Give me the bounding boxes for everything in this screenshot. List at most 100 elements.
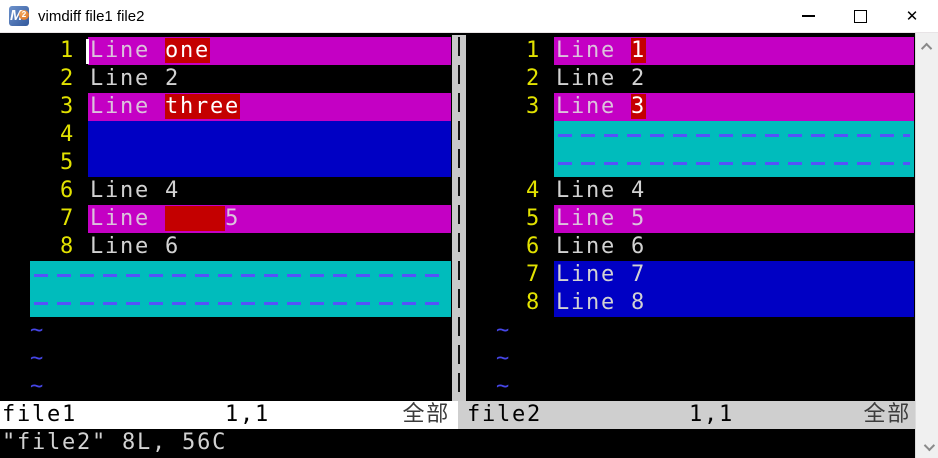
line-number: 2 bbox=[59, 66, 75, 91]
window-controls: ✕ bbox=[782, 0, 938, 32]
line-text: Line 7 bbox=[556, 261, 646, 289]
text-segment: Line 4 bbox=[556, 178, 647, 203]
tilde-marker: ~ bbox=[30, 318, 46, 343]
filler-dashes bbox=[34, 274, 447, 277]
text-segment: Line 5 bbox=[556, 206, 647, 231]
empty-buffer-row: ~ bbox=[466, 317, 915, 345]
statusline-file2: file2 1,1 全部 bbox=[458, 401, 915, 429]
diff-changed-text bbox=[165, 206, 226, 231]
line-number: 1 bbox=[59, 38, 75, 63]
filler-dashes bbox=[558, 134, 910, 137]
line-number: 1 bbox=[525, 38, 541, 63]
line-highlight-bar bbox=[554, 261, 914, 289]
line-highlight-bar bbox=[88, 93, 451, 121]
scrollbar[interactable] bbox=[915, 33, 938, 458]
chevron-up-icon bbox=[920, 42, 932, 55]
diff-filler-row bbox=[0, 289, 452, 317]
terminal: 1 Line one 2 Line 2 3 Line three 4 5 6 Line 4 7 Lin… bbox=[0, 33, 938, 458]
text-segment: 5 bbox=[225, 206, 241, 231]
empty-buffer-row: ~ bbox=[466, 345, 915, 373]
close-button[interactable]: ✕ bbox=[886, 0, 938, 32]
vertical-split-separator bbox=[452, 35, 466, 401]
left-diff-pane[interactable]: 1 Line one 2 Line 2 3 Line three 4 5 6 Line 4 7 Lin… bbox=[0, 33, 452, 401]
window-title: vimdiff file1 file2 bbox=[38, 7, 145, 25]
line-number: 5 bbox=[59, 150, 75, 175]
scrollbar-down-button[interactable] bbox=[916, 437, 938, 457]
text-segment: Line bbox=[556, 38, 632, 63]
line-highlight-bar bbox=[554, 37, 914, 65]
diff-changed-text: three bbox=[165, 94, 241, 119]
line-text: Line 6 bbox=[556, 233, 646, 261]
line-highlight-bar bbox=[554, 205, 914, 233]
diff-changed-text: one bbox=[165, 38, 211, 63]
diff-row: 5 bbox=[0, 149, 452, 177]
minimize-button[interactable] bbox=[782, 0, 834, 32]
right-pane-rows: 1 Line 1 2 Line 2 3 Line 3 4 Line 4 5 Line 5 6 Line… bbox=[466, 37, 915, 401]
line-number: 4 bbox=[525, 178, 541, 203]
filler-dashes bbox=[558, 162, 910, 165]
tilde-marker: ~ bbox=[496, 374, 512, 399]
titlebar: M 2 vimdiff file1 file2 ✕ bbox=[0, 0, 938, 33]
command-line-message: "file2" 8L, 56C bbox=[2, 430, 228, 455]
line-highlight-bar bbox=[88, 37, 451, 65]
diff-row: 2 Line 2 bbox=[466, 65, 915, 93]
left-pane-rows: 1 Line one 2 Line 2 3 Line three 4 5 6 Line 4 7 Lin… bbox=[0, 37, 452, 401]
line-number: 8 bbox=[59, 234, 75, 259]
text-segment: Line bbox=[90, 206, 166, 231]
line-number: 8 bbox=[525, 290, 541, 315]
line-highlight-bar bbox=[88, 149, 451, 177]
statusline-filename: file1 bbox=[2, 402, 78, 427]
filler-dashes bbox=[34, 302, 447, 305]
line-highlight-bar bbox=[554, 93, 914, 121]
line-number: 7 bbox=[525, 262, 541, 287]
minimize-icon bbox=[801, 15, 815, 17]
line-number: 2 bbox=[525, 66, 541, 91]
cursor-caret bbox=[86, 39, 89, 64]
statusline-file1: file1 1,1 全部 bbox=[0, 401, 458, 429]
app-icon-badge: 2 bbox=[19, 10, 29, 20]
line-text: Line 4 bbox=[90, 177, 180, 205]
text-segment: Line 6 bbox=[556, 234, 647, 259]
diff-row: 6 Line 4 bbox=[0, 177, 452, 205]
line-text: Line 8 bbox=[556, 289, 646, 317]
diff-row: 8 Line 6 bbox=[0, 233, 452, 261]
deleted-lines-filler bbox=[30, 261, 451, 289]
close-icon: ✕ bbox=[905, 7, 919, 25]
line-number: 3 bbox=[59, 94, 75, 119]
tilde-marker: ~ bbox=[30, 346, 46, 371]
app-icon: M 2 bbox=[9, 6, 29, 26]
text-segment: Line bbox=[556, 94, 632, 119]
line-text: Line 5 bbox=[90, 205, 240, 233]
diff-row: 1 Line 1 bbox=[466, 37, 915, 65]
line-text: Line 4 bbox=[556, 177, 646, 205]
diff-row: 1 Line one bbox=[0, 37, 452, 65]
scrollbar-up-button[interactable] bbox=[916, 37, 938, 57]
deleted-lines-filler bbox=[30, 289, 451, 317]
line-highlight-bar bbox=[554, 289, 914, 317]
diff-row: 8 Line 8 bbox=[466, 289, 915, 317]
text-segment: Line 2 bbox=[556, 66, 647, 91]
diff-filler-row bbox=[466, 121, 915, 149]
line-highlight-bar bbox=[88, 121, 451, 149]
text-segment: Line 4 bbox=[90, 178, 181, 203]
diff-filler-row bbox=[0, 261, 452, 289]
maximize-icon bbox=[853, 9, 867, 23]
diff-row: 6 Line 6 bbox=[466, 233, 915, 261]
line-highlight-bar bbox=[88, 205, 451, 233]
diff-row: 7 Line 5 bbox=[0, 205, 452, 233]
separator-dashed-line bbox=[458, 37, 460, 401]
statusline-cursor-position: 1,1 bbox=[689, 402, 735, 427]
line-text: Line 2 bbox=[556, 65, 646, 93]
line-text: Line 1 bbox=[556, 37, 647, 65]
text-segment: Line bbox=[90, 38, 166, 63]
maximize-button[interactable] bbox=[834, 0, 886, 32]
right-diff-pane[interactable]: 1 Line 1 2 Line 2 3 Line 3 4 Line 4 5 Line 5 6 Line… bbox=[466, 33, 915, 401]
statusline-scroll-indicator: 全部 bbox=[863, 402, 911, 427]
line-number: 5 bbox=[525, 206, 541, 231]
empty-buffer-row: ~ bbox=[0, 345, 452, 373]
tilde-marker: ~ bbox=[496, 346, 512, 371]
text-segment: Line 7 bbox=[556, 262, 647, 287]
diff-row: 4 bbox=[0, 121, 452, 149]
statusline-cursor-position: 1,1 bbox=[225, 402, 271, 427]
